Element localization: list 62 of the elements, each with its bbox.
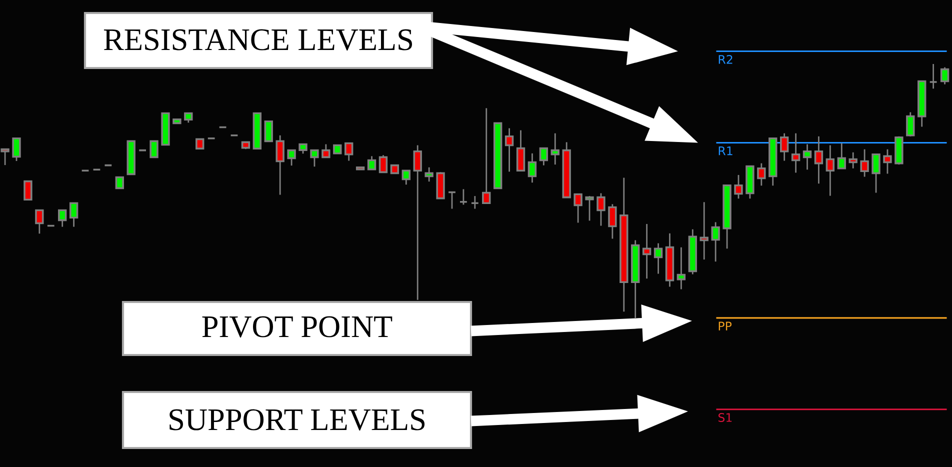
candlestick [35,209,44,234]
candlestick [115,176,124,190]
candlestick [24,180,32,201]
candlestick [826,144,835,196]
candlestick [654,242,663,274]
candlestick [264,120,273,142]
candlestick [196,138,204,150]
candlestick [0,148,10,166]
candlestick [928,63,938,90]
candlestick [700,201,708,260]
candlestick [642,223,652,280]
candlestick [906,112,915,138]
candlestick [12,137,21,162]
candlestick [516,130,526,172]
candlestick [608,203,617,240]
candlestick [734,174,743,200]
text: SUPPORT LEVELS [170,409,425,430]
candlestick [424,166,434,182]
annotation: PIVOT POINT [202,316,392,338]
candlestick [848,152,858,170]
candlestick [780,132,789,162]
candlestick [367,155,376,170]
candlestick [482,107,491,204]
candlestick [344,142,354,162]
candlestick [470,195,480,210]
candlestick [276,134,284,196]
ref-line-label: PP [718,322,732,330]
ref-line-label: R2 [718,54,732,64]
candlestick [574,193,582,224]
candlestick [802,144,812,170]
text: RESISTANCE LEVELS [104,29,412,50]
candlestick [459,188,468,206]
candlestick [860,148,869,178]
candlestick [58,209,67,228]
candlestick [448,191,456,210]
candlestick [402,170,410,186]
candlestick [757,162,766,186]
candlestick [69,202,78,228]
candlestick [322,144,330,158]
candlestick [711,222,720,262]
candlestick [585,195,594,222]
candlestick [872,153,880,194]
candlestick [940,66,950,86]
candlestick [378,154,388,174]
candlestick [596,192,606,226]
candlestick [310,149,319,168]
candlestick [150,140,158,158]
candlestick [413,144,422,301]
candlestick [814,136,824,184]
candlestick [184,112,193,124]
ref-line-label: R1 [718,146,732,156]
candlestick [550,132,560,166]
candlestick [528,152,537,184]
candlestick [837,142,846,170]
candlestick [298,143,308,154]
ref-line-label: S1 [718,413,732,422]
candlestick [676,246,686,290]
candlestick [287,149,296,166]
candlestick [539,147,548,166]
candlestick [504,128,514,172]
candlestick [791,132,800,174]
candlestick [883,148,892,174]
